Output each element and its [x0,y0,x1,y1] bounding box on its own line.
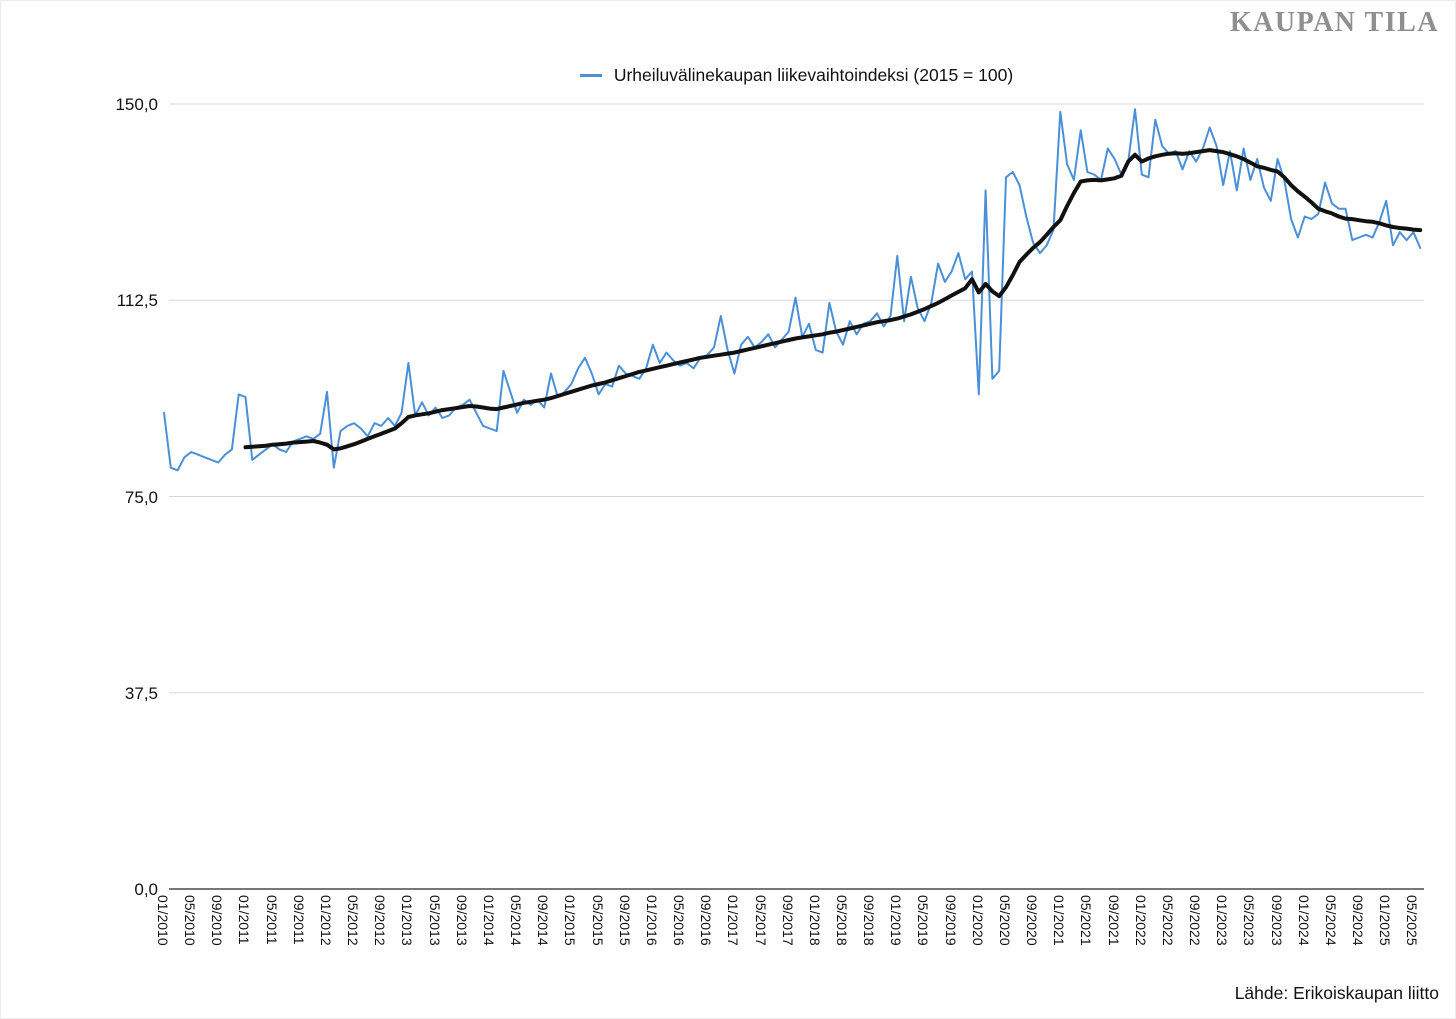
x-tick-label: 01/2025 [1377,895,1394,946]
y-tick-label: 112,5 [116,291,158,311]
series-index-line [163,108,1422,472]
x-tick-label: 09/2017 [779,895,796,946]
x-tick-label: 05/2025 [1404,895,1421,946]
x-tick-label: 05/2012 [345,895,362,946]
series-trend-line [243,148,1423,452]
x-tick-label: 01/2021 [1051,895,1068,946]
x-tick-label: 01/2013 [399,895,416,946]
x-tick-label: 01/2017 [725,895,742,946]
x-tick-label: 05/2014 [508,895,525,946]
x-tick-label: 05/2023 [1241,895,1258,946]
y-tick-label: 0,0 [134,880,158,899]
source-note: Lähde: Erikoiskaupan liitto [1234,983,1439,1003]
x-tick-label: 05/2018 [834,895,850,946]
x-tick-label: 05/2020 [996,895,1013,946]
brand-logo: KAUPAN TILA [1229,7,1439,38]
y-tick-label: 75,0 [124,487,158,507]
x-tick-label: 09/2024 [1350,895,1367,946]
legend: Urheiluvälinekaupan liikevaihtoindeksi (… [169,65,1424,86]
x-tick-label: 01/2019 [888,895,905,946]
x-tick-label: 05/2022 [1159,895,1176,946]
x-tick-label: 09/2011 [290,895,307,945]
x-tick-label: 01/2022 [1132,895,1149,946]
x-tick-label: 05/2015 [589,895,606,946]
y-tick-label: 150,0 [115,95,158,114]
x-tick-label: 05/2019 [915,895,932,946]
x-tick-label: 09/2012 [372,895,389,946]
x-tick-label: 05/2017 [752,895,769,946]
x-tick-label: 09/2022 [1187,895,1204,946]
x-tick-label: 09/2023 [1268,895,1285,946]
x-tick-label: 01/2010 [155,895,171,946]
x-tick-label: 01/2016 [643,895,660,946]
legend-line-icon [579,74,602,77]
x-tick-label: 09/2019 [942,895,959,946]
x-tick-label: 09/2013 [453,895,470,946]
x-tick-label: 09/2014 [535,895,552,946]
x-tick-label: 05/2013 [426,895,443,946]
y-tick-label: 37,5 [124,683,158,703]
x-tick-label: 01/2014 [480,895,497,946]
x-tick-label: 01/2015 [562,895,579,946]
x-tick-label: 01/2011 [236,895,253,945]
x-tick-label: 09/2016 [698,895,715,946]
x-tick-label: 05/2016 [671,895,688,946]
x-tick-label: 05/2024 [1322,895,1339,946]
x-tick-label: 09/2015 [616,895,633,946]
x-tick-label: 09/2021 [1105,895,1122,946]
legend-label: Urheiluvälinekaupan liikevaihtoindeksi (… [613,65,1014,85]
x-tick-label: 01/2023 [1214,895,1231,946]
x-tick-label: 05/2010 [182,895,199,946]
x-tick-label: 01/2024 [1295,895,1312,946]
x-tick-label: 09/2018 [861,895,878,946]
x-tick-label: 05/2011 [263,895,280,945]
x-tick-label: 09/2020 [1024,895,1041,946]
x-tick-label: 01/2020 [969,895,986,946]
x-tick-label: 05/2021 [1078,895,1095,946]
x-tick-label: 01/2012 [317,895,334,946]
x-tick-label: 01/2018 [806,895,823,946]
x-tick-label: 09/2010 [209,895,226,946]
